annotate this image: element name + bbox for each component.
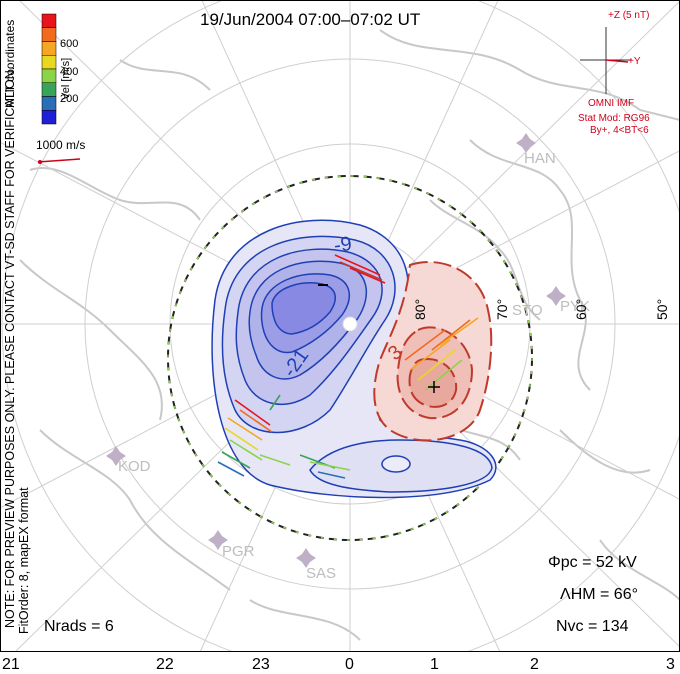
imf-z-label: +Z (5 nT) [608,10,650,21]
station-sas: SAS [306,565,337,582]
stat-lambda-hm: ΛHM = 66° [560,586,638,603]
imf-y-label: +Y [628,56,641,67]
station-pgr: PGR [222,543,255,560]
map-title: 19/Jun/2004 07:00–07:02 UT [200,10,421,29]
latitude-label-50: 50° [654,298,670,320]
latitude-label-60: 60° [573,298,589,320]
imf-condition: By+, 4<BT<6 [590,125,649,136]
colorbar-segment [41,55,57,70]
station-han: HAN [524,150,556,167]
fit-order-label: FitOrder: 8, mapEX format [17,487,31,634]
station-kod: KOD [118,458,151,475]
stat-phi-pc: Φpc = 52 kV [548,554,637,571]
negative-potential-cell [211,219,497,499]
positive-potential-cell [373,261,493,442]
mlt-tick-23: 23 [252,656,270,673]
latitude-label-80: 80° [412,298,428,320]
hm-boundary-inner [167,175,533,541]
station-pyk: PYK [560,298,591,315]
colorbar-tick-600: 600 [60,38,79,50]
imf-model: Stat Mod: RG96 [578,113,650,124]
colorbar-segment [41,110,57,125]
stat-n-rads: Nrads = 6 [44,618,114,635]
velocity-colorbar [41,13,57,125]
pole-marker [342,316,358,332]
colorbar-segment [41,13,57,28]
colorbar-segment [41,27,57,42]
vector-scale-bar [37,158,81,164]
colorbar-tick-400: 400 [60,66,79,78]
potential-max-marker [428,381,440,393]
colorbar-segment [41,41,57,56]
preview-note: NOTE: FOR PREVIEW PURPOSES ONLY. PLEASE … [3,66,17,628]
colorbar-segment [41,82,57,97]
mlt-tick-0: 0 [345,656,354,673]
velocity-vectors [217,254,479,479]
imf-dial [580,27,632,94]
mlt-tick-21: 21 [2,656,20,673]
station-sto: STO [512,302,543,319]
colorbar-segment [41,96,57,111]
vector-scale-label: 1000 m/s [36,138,86,152]
colorbar-segment [41,68,57,83]
colorbar-unit-label: Vel [m/s] [60,57,72,100]
coastlines [19,29,680,641]
stat-n-vc: Nvc = 134 [556,618,629,635]
contour-label-minus9: -9 [332,232,354,258]
mlt-tick-1: 1 [430,656,439,673]
imf-source: OMNI IMF [588,98,635,109]
mlt-tick-2: 2 [530,656,539,673]
latitude-label-70: 70° [494,298,510,320]
mlt-tick-22: 22 [156,656,174,673]
mlt-tick-3: 3 [666,656,675,673]
colorbar-tick-200: 200 [60,93,79,105]
station-markers [106,133,566,568]
